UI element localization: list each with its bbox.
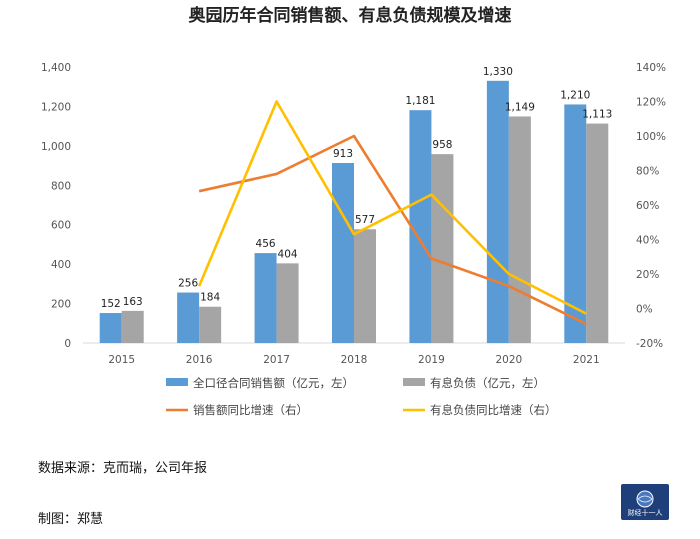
x-axis-tick: 2017 <box>263 354 290 366</box>
data-label-sales: 1,181 <box>405 95 435 107</box>
legend-swatch <box>403 378 425 386</box>
data-labels: 152 256 456 913 1,181 1,330 1,210 163 184 404 577 9… <box>101 66 613 310</box>
chart: 奥园历年合同销售额、有息负债规模及增速 0 200 400 600 800 1,000 1,… <box>41 5 666 417</box>
right-axis-tick: 80% <box>636 166 659 178</box>
data-label-debt: 1,113 <box>582 109 612 121</box>
bar-sales <box>409 110 432 343</box>
left-axis-tick: 400 <box>51 259 71 271</box>
x-axis-tick: 2021 <box>573 354 600 366</box>
right-axis-tick: 0% <box>636 304 653 316</box>
x-axis-tick: 2019 <box>418 354 445 366</box>
data-label-sales: 256 <box>178 278 198 290</box>
bars <box>99 80 609 344</box>
legend: 全口径合同销售额（亿元，左） 有息负债（亿元，左） 销售额同比增速（右） 有息负债同比… <box>166 376 557 417</box>
left-axis-tick: 800 <box>51 180 71 192</box>
right-axis-tick: 40% <box>636 235 659 247</box>
axes: 0 200 400 600 800 1,000 1,200 1,400 -20% 0% 20% 40%… <box>41 62 666 366</box>
globe-icon <box>636 490 654 508</box>
bar-debt <box>121 310 144 343</box>
x-axis-tick: 2016 <box>186 354 213 366</box>
data-label-sales: 1,210 <box>560 89 590 101</box>
legend-label: 有息负债（亿元，左） <box>430 376 545 390</box>
bar-debt <box>586 123 609 343</box>
data-label-sales: 456 <box>256 238 276 250</box>
left-axis-tick: 1,400 <box>41 62 71 74</box>
left-axis-tick: 0 <box>64 338 71 350</box>
source-note: 数据来源：克而瑞，公司年报 <box>38 461 208 476</box>
left-axis-tick: 1,000 <box>41 141 71 153</box>
bar-debt <box>431 154 454 343</box>
legend-swatch <box>166 378 188 386</box>
legend-label: 全口径合同销售额（亿元，左） <box>193 376 354 390</box>
data-label-debt: 1,149 <box>505 101 535 113</box>
right-axis-tick: -20% <box>636 338 663 350</box>
chart-title: 奥园历年合同销售额、有息负债规模及增速 <box>189 5 512 26</box>
data-label-sales: 152 <box>101 298 121 310</box>
right-axis-tick: 60% <box>636 200 659 212</box>
debt-growth-line <box>197 100 587 315</box>
bar-sales <box>254 253 277 343</box>
data-label-sales: 913 <box>333 148 353 160</box>
bar-debt <box>354 229 376 343</box>
x-axis-tick: 2018 <box>341 354 368 366</box>
data-label-debt: 404 <box>278 248 298 260</box>
right-axis-tick: 140% <box>636 62 666 74</box>
bar-sales <box>486 80 509 344</box>
data-label-debt: 577 <box>355 214 375 226</box>
x-axis-tick: 2020 <box>495 354 522 366</box>
right-axis-tick: 100% <box>636 131 666 143</box>
lines <box>197 100 587 326</box>
bar-debt <box>199 306 222 343</box>
bar-sales <box>564 104 587 343</box>
data-label-sales: 1,330 <box>483 66 513 78</box>
author-note: 制图：郑慧 <box>38 512 104 527</box>
left-axis-tick: 1,200 <box>41 101 71 113</box>
bar-sales <box>99 313 122 343</box>
data-label-debt: 184 <box>200 292 220 304</box>
legend-label: 有息负债同比增速（右） <box>430 403 557 417</box>
right-axis-tick: 20% <box>636 269 659 281</box>
legend-label: 销售额同比增速（右） <box>193 403 308 417</box>
bar-sales <box>332 163 354 343</box>
data-label-debt: 958 <box>432 139 452 151</box>
bar-debt <box>276 263 299 343</box>
right-axis-tick: 120% <box>636 97 666 109</box>
data-label-debt: 163 <box>123 296 143 308</box>
sales-growth-line <box>198 134 587 326</box>
logo-text: 财经十一人 <box>627 509 663 517</box>
left-axis-tick: 200 <box>51 299 71 311</box>
bar-sales <box>177 292 200 343</box>
bar-debt <box>508 116 531 344</box>
x-axis-tick: 2015 <box>108 354 135 366</box>
left-axis-tick: 600 <box>51 220 71 232</box>
logo: 财经十一人 <box>621 484 669 520</box>
